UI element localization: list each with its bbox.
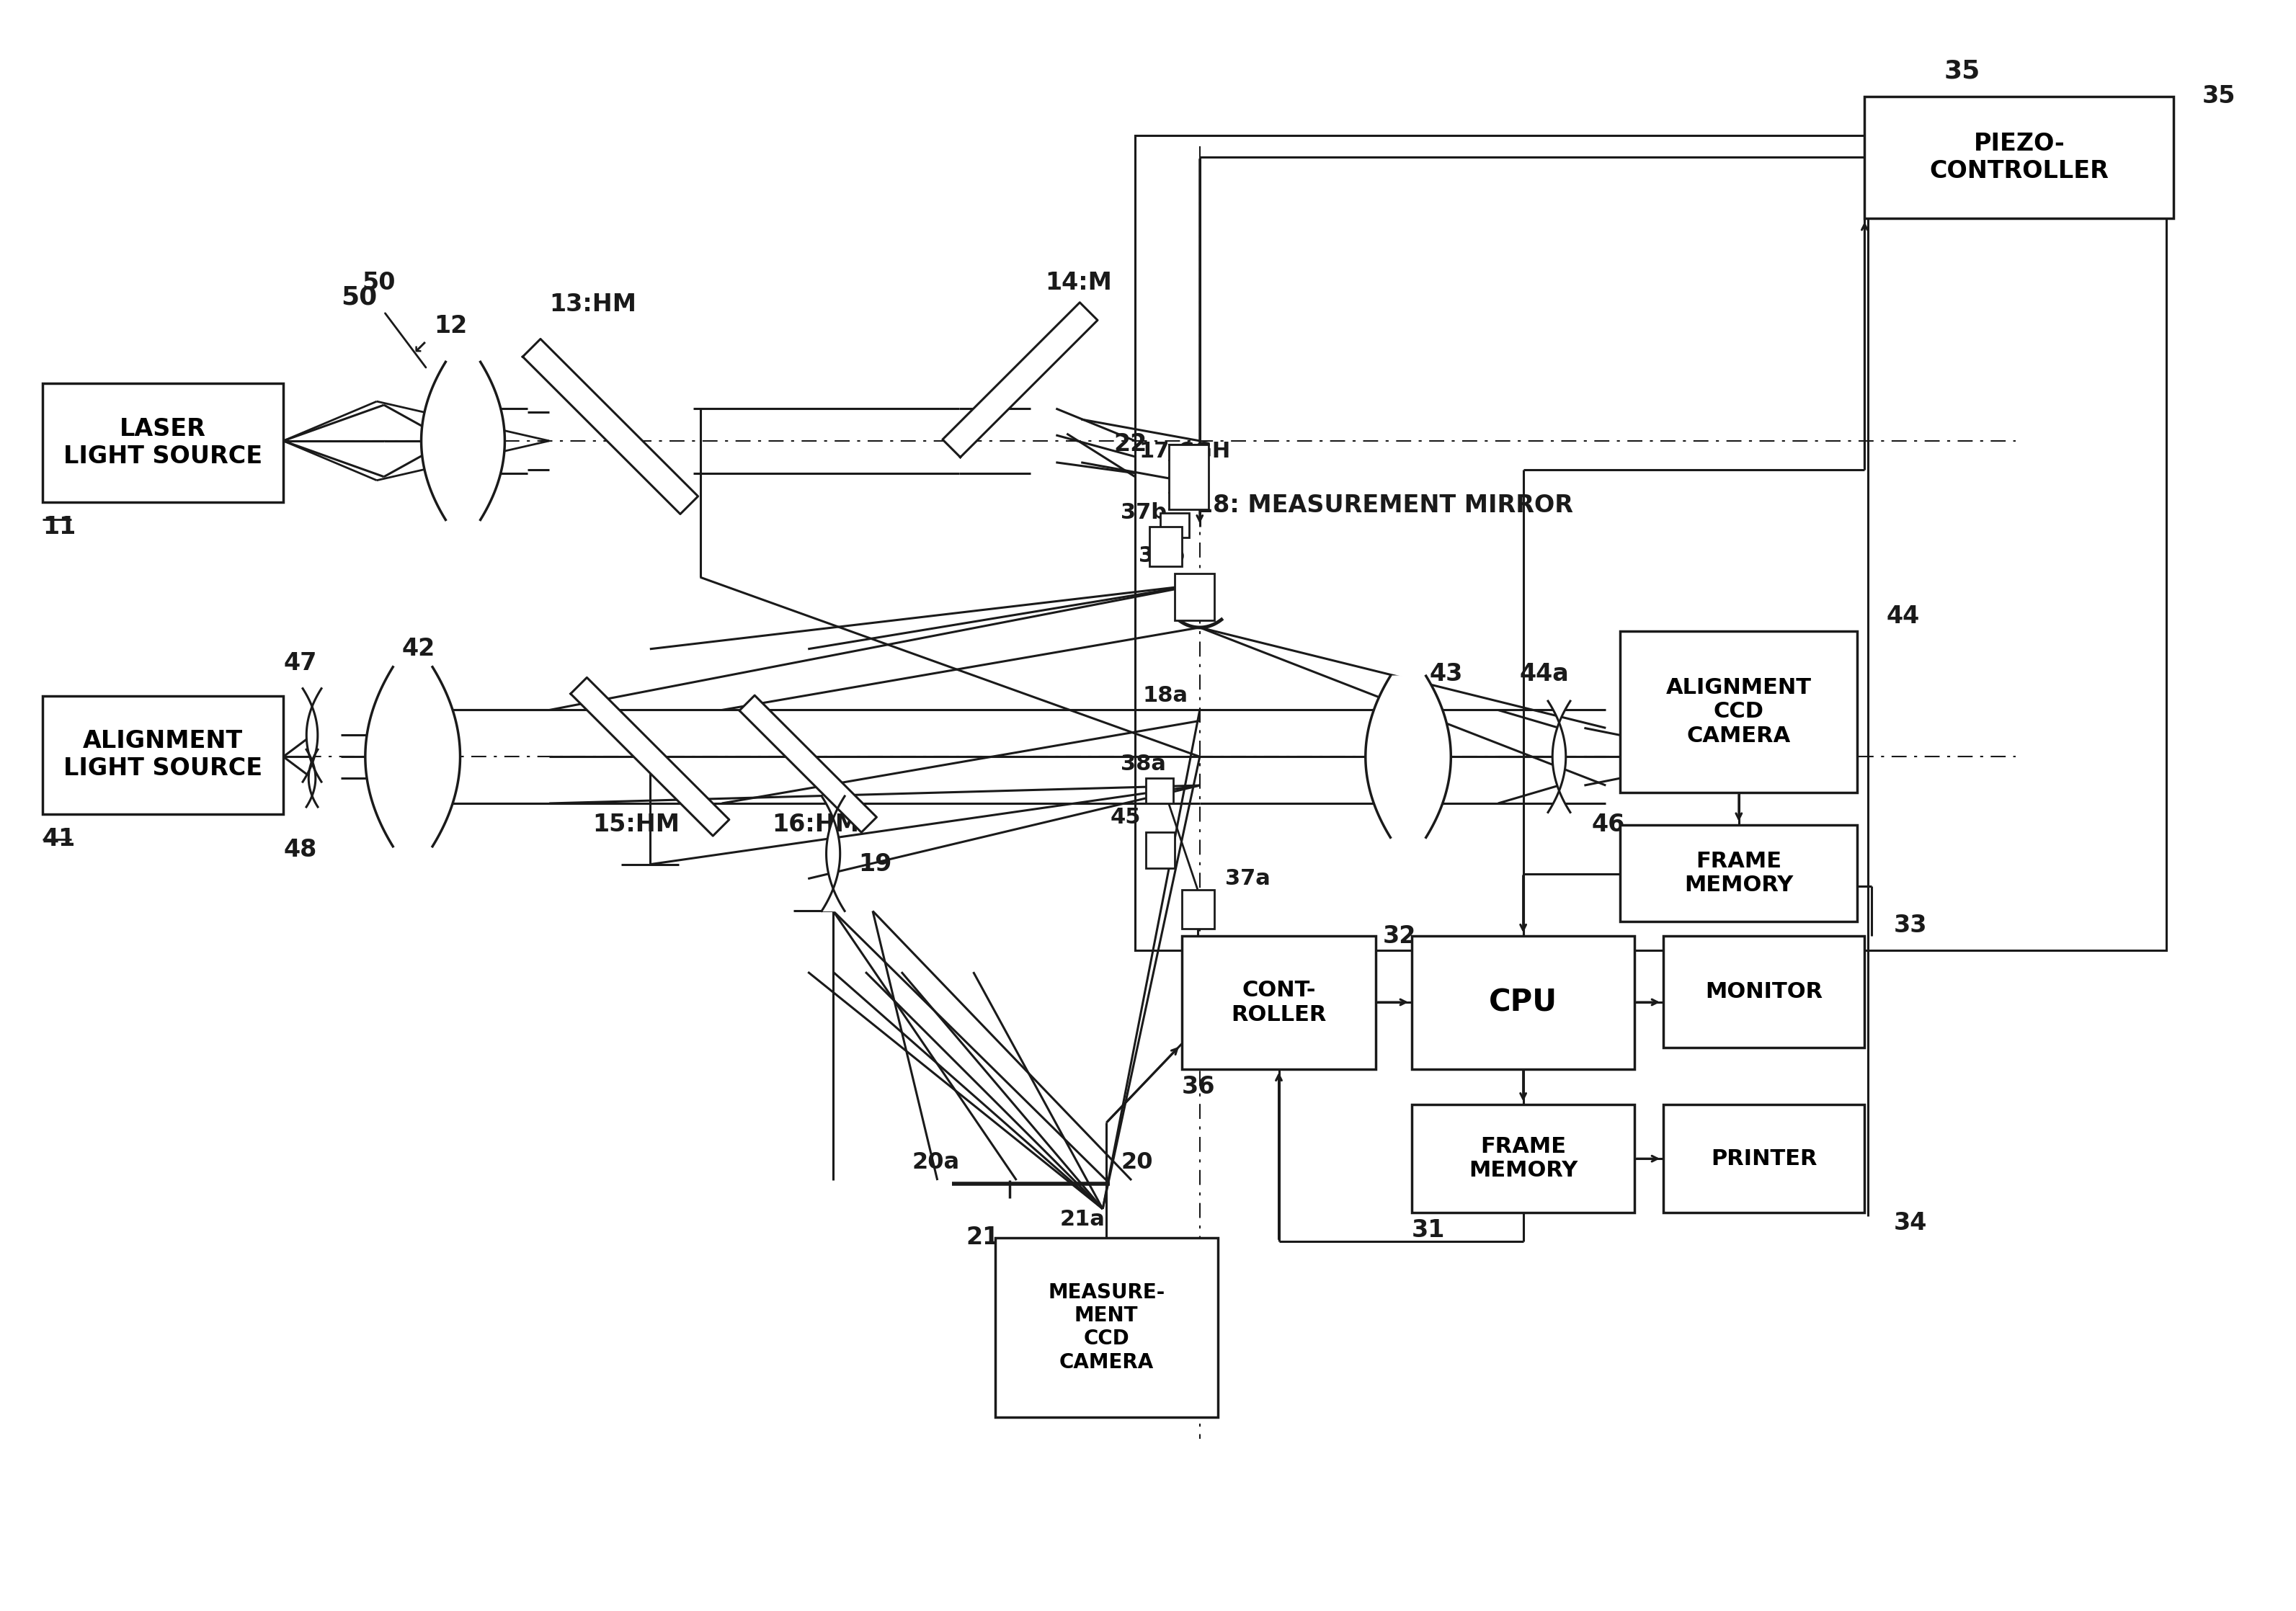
- Bar: [1150, 527, 1182, 567]
- Text: 31: 31: [1412, 1218, 1444, 1242]
- Text: 13:HM: 13:HM: [549, 293, 636, 316]
- Text: 15:HM: 15:HM: [592, 814, 680, 836]
- Text: 20: 20: [1120, 1152, 1153, 1173]
- Text: 36: 36: [1182, 1075, 1215, 1099]
- Text: PIEZO-
CONTROLLER: PIEZO- CONTROLLER: [1929, 132, 2108, 184]
- Text: 17:CGH: 17:CGH: [1139, 441, 1231, 462]
- Bar: [1662, 936, 1864, 1047]
- Text: 42: 42: [402, 636, 436, 661]
- Text: 34: 34: [1894, 1211, 1926, 1236]
- Polygon shape: [420, 362, 505, 520]
- Text: 50: 50: [340, 285, 377, 309]
- Bar: [1159, 512, 1189, 538]
- Polygon shape: [572, 678, 730, 836]
- Text: 37b: 37b: [1120, 503, 1166, 524]
- Text: 50: 50: [363, 271, 395, 295]
- Text: MEASURE-
MENT
CCD
CAMERA: MEASURE- MENT CCD CAMERA: [1047, 1282, 1164, 1373]
- Text: 16:HM: 16:HM: [771, 814, 859, 836]
- Text: 19: 19: [859, 852, 891, 876]
- Text: 46: 46: [1591, 814, 1626, 836]
- Text: 21a: 21a: [1058, 1210, 1104, 1231]
- Text: 11: 11: [44, 516, 76, 540]
- Bar: [1182, 889, 1215, 930]
- Text: 44a: 44a: [1520, 662, 1568, 686]
- Text: 35: 35: [1945, 60, 1979, 84]
- Bar: [1412, 1105, 1635, 1213]
- Text: 21: 21: [967, 1226, 999, 1250]
- Text: 33: 33: [1894, 913, 1926, 938]
- Text: 32: 32: [1382, 925, 1417, 947]
- Text: 44: 44: [1887, 604, 1919, 628]
- Bar: [44, 383, 282, 503]
- Text: ↙: ↙: [413, 338, 427, 356]
- Bar: [1412, 936, 1635, 1070]
- Text: ALIGNMENT
CCD
CAMERA: ALIGNMENT CCD CAMERA: [1667, 677, 1812, 746]
- Polygon shape: [1366, 677, 1451, 838]
- Text: 18a: 18a: [1141, 685, 1187, 706]
- Text: FRAME
MEMORY: FRAME MEMORY: [1469, 1136, 1577, 1181]
- Text: 45: 45: [1109, 807, 1141, 828]
- Bar: [1169, 445, 1208, 509]
- Polygon shape: [303, 688, 321, 781]
- Text: ALIGNMENT
LIGHT SOURCE: ALIGNMENT LIGHT SOURCE: [64, 730, 262, 781]
- Polygon shape: [1548, 701, 1570, 812]
- Bar: [1146, 778, 1173, 804]
- Text: 18: MEASUREMENT MIRROR: 18: MEASUREMENT MIRROR: [1196, 493, 1573, 517]
- Text: 38a: 38a: [1120, 754, 1166, 775]
- Bar: [44, 696, 282, 814]
- Text: LASER
LIGHT SOURCE: LASER LIGHT SOURCE: [64, 417, 262, 469]
- Text: 47: 47: [282, 651, 317, 675]
- Text: 35: 35: [2202, 84, 2236, 108]
- Text: PRINTER: PRINTER: [1711, 1149, 1816, 1170]
- Text: 20a: 20a: [912, 1152, 960, 1173]
- Bar: [1864, 97, 2174, 219]
- Bar: [1621, 632, 1857, 793]
- Text: CPU: CPU: [1488, 988, 1557, 1018]
- Polygon shape: [523, 338, 698, 514]
- Polygon shape: [822, 796, 845, 910]
- Text: MONITOR: MONITOR: [1706, 981, 1823, 1002]
- Text: 22: 22: [1114, 433, 1146, 456]
- Bar: [1176, 574, 1215, 620]
- Bar: [994, 1237, 1217, 1418]
- Text: 43: 43: [1430, 662, 1463, 686]
- Polygon shape: [944, 303, 1097, 458]
- Bar: [1182, 936, 1375, 1070]
- Text: 48: 48: [282, 838, 317, 862]
- Polygon shape: [365, 667, 459, 846]
- Bar: [1146, 831, 1176, 868]
- Text: CONT-
ROLLER: CONT- ROLLER: [1231, 979, 1327, 1025]
- Text: 12: 12: [434, 314, 468, 338]
- Bar: [1662, 1105, 1864, 1213]
- Text: FRAME
MEMORY: FRAME MEMORY: [1685, 851, 1793, 896]
- Polygon shape: [739, 696, 877, 833]
- Text: 38b: 38b: [1139, 545, 1185, 565]
- Text: 41: 41: [44, 828, 76, 851]
- Bar: [1134, 135, 2167, 950]
- Text: 14:M: 14:M: [1045, 271, 1111, 295]
- Text: 37a: 37a: [1224, 868, 1270, 889]
- Bar: [1621, 825, 1857, 921]
- Polygon shape: [305, 749, 317, 807]
